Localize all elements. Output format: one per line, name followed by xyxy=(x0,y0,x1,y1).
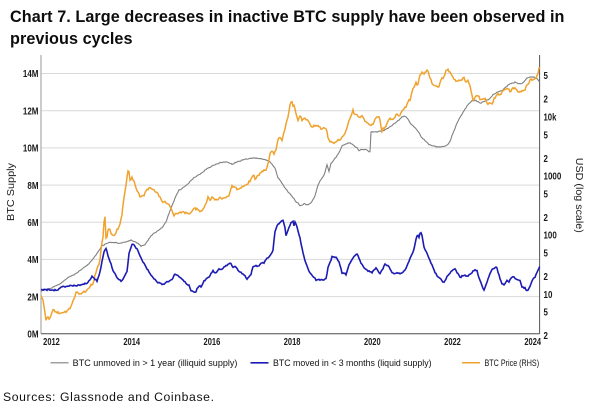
svg-text:5: 5 xyxy=(544,249,549,260)
svg-text:2018: 2018 xyxy=(284,337,301,348)
svg-text:2: 2 xyxy=(544,272,549,283)
svg-text:2020: 2020 xyxy=(364,337,381,348)
svg-text:5: 5 xyxy=(544,71,549,82)
svg-text:2014: 2014 xyxy=(123,337,140,348)
svg-text:USD (log scale): USD (log scale) xyxy=(573,158,585,233)
svg-text:2: 2 xyxy=(544,154,549,165)
svg-text:2: 2 xyxy=(544,213,549,224)
svg-text:8M: 8M xyxy=(27,181,38,192)
svg-text:2022: 2022 xyxy=(444,337,461,348)
svg-text:BTC moved in < 3 months (liqui: BTC moved in < 3 months (liquid supply) xyxy=(273,358,432,368)
svg-text:100: 100 xyxy=(544,231,558,242)
svg-text:10M: 10M xyxy=(23,144,39,155)
svg-text:5: 5 xyxy=(544,189,549,200)
svg-text:2016: 2016 xyxy=(204,337,221,348)
svg-text:2M: 2M xyxy=(27,292,38,303)
svg-text:BTC Price (RHS): BTC Price (RHS) xyxy=(485,358,540,368)
svg-text:14M: 14M xyxy=(23,69,39,80)
svg-text:0M: 0M xyxy=(27,330,38,341)
svg-text:10: 10 xyxy=(544,290,553,301)
svg-text:2024: 2024 xyxy=(524,337,541,348)
svg-text:4M: 4M xyxy=(27,255,38,266)
svg-text:2: 2 xyxy=(544,95,549,106)
svg-text:10k: 10k xyxy=(544,113,557,124)
svg-text:BTC Supply: BTC Supply xyxy=(5,162,17,221)
svg-text:1000: 1000 xyxy=(544,172,562,183)
svg-text:5: 5 xyxy=(544,308,549,319)
svg-text:6M: 6M xyxy=(27,218,38,229)
svg-text:2: 2 xyxy=(544,331,549,342)
svg-text:2012: 2012 xyxy=(43,337,60,348)
svg-text:12M: 12M xyxy=(23,106,39,117)
svg-text:5: 5 xyxy=(544,130,549,141)
svg-text:BTC unmoved in > 1 year (illiq: BTC unmoved in > 1 year (illiquid supply… xyxy=(73,358,238,368)
